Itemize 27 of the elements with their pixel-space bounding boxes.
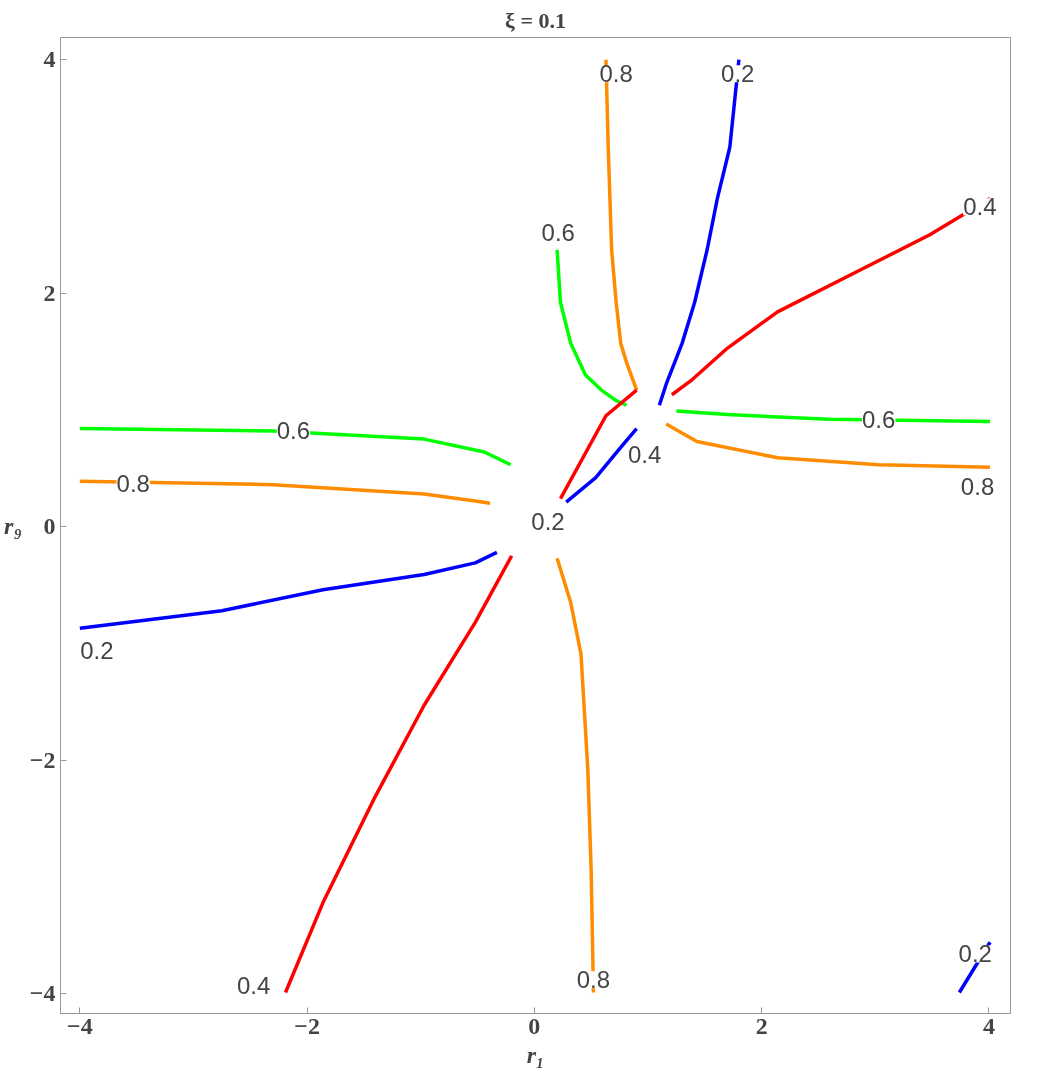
annotation: 0.4 — [627, 440, 662, 468]
annotation: 0.2 — [958, 940, 992, 968]
y-tick-label: 4 — [43, 46, 56, 73]
y-tick-label: 2 — [43, 279, 56, 306]
annotation: 0.2 — [531, 508, 565, 536]
x-tick-label: 4 — [982, 1012, 995, 1039]
y-axis-title: r₉ — [4, 512, 22, 539]
annotation: 0.8 — [599, 60, 633, 88]
y-tick-label: 0 — [43, 513, 56, 540]
y-tick-label: −4 — [29, 980, 56, 1007]
annotation: 0.2 — [80, 636, 114, 664]
y-tick-label: −2 — [29, 746, 56, 773]
annotation: 0.6 — [862, 405, 896, 433]
x-tick-label: −2 — [294, 1012, 320, 1039]
annotation: 0.8 — [576, 966, 611, 994]
x-tick-label: 2 — [755, 1012, 768, 1039]
annotation: 0.8 — [960, 473, 995, 501]
annotation: 0.4 — [237, 971, 271, 999]
x-tick-label: 0 — [528, 1012, 541, 1039]
x-tick-label: −4 — [66, 1012, 93, 1039]
annotation: 0.6 — [276, 417, 311, 445]
annotation: 0.2 — [721, 60, 755, 88]
annotation: 0.6 — [541, 218, 575, 246]
annotation: 0.8 — [116, 469, 150, 497]
x-axis-title: r₁ — [526, 1041, 545, 1068]
chart-title: ξ = 0.1 — [505, 7, 566, 33]
annotation: 0.4 — [963, 193, 997, 221]
